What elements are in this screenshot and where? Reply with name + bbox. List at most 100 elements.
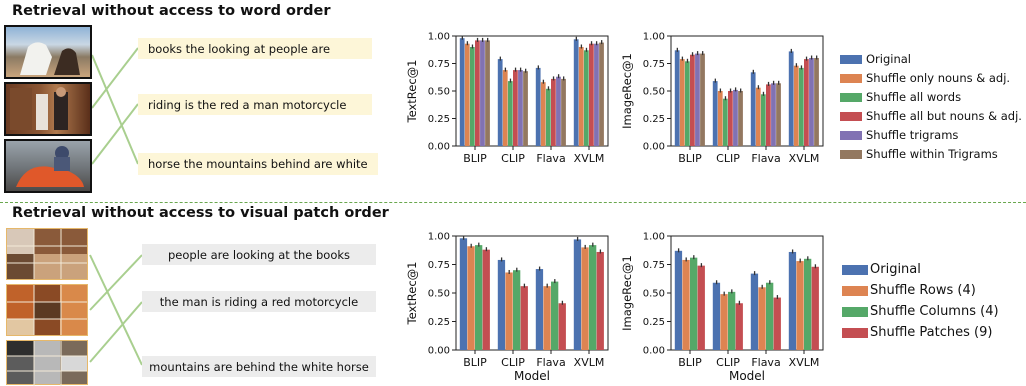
bar [766, 282, 774, 350]
x-tick-label: CLIP [716, 152, 740, 165]
link-line [89, 254, 143, 366]
bar [545, 88, 551, 146]
bar [561, 78, 566, 146]
bar [551, 281, 559, 350]
legend-item: Shuffle all but nouns & adj. [840, 107, 1022, 126]
bar [733, 89, 738, 146]
y-tick-label: 0.25 [428, 114, 450, 125]
x-tick-label: XVLM [574, 356, 605, 369]
caption-shuffled-2: riding is the red a man motorcycle [138, 94, 372, 115]
bar [798, 67, 804, 146]
legend-label: Shuffle Patches (9) [870, 325, 993, 340]
image-shuffled-man-motorcycle [6, 284, 88, 336]
y-tick-label: 0.00 [428, 346, 450, 357]
bar [695, 53, 700, 146]
bar [480, 40, 485, 146]
x-tick-label: CLIP [501, 152, 525, 165]
bar [766, 84, 771, 146]
bar [750, 72, 756, 146]
legend-swatch [840, 150, 862, 159]
legend-item: Shuffle Columns (4) [842, 301, 999, 322]
link-line [89, 254, 143, 311]
y-axis-label: ImageRec@1 [620, 53, 634, 129]
legend-patch-order: Original Shuffle Rows (4) Shuffle Columns … [842, 259, 999, 343]
legend-item: Shuffle trigrams [840, 126, 1022, 145]
legend-swatch [842, 327, 868, 338]
y-axis-label: ImageRec@1 [620, 255, 634, 331]
y-tick-label: 1.00 [643, 32, 665, 43]
caption-original-3: mountains are behind the white horse [142, 356, 376, 377]
y-tick-label: 0.50 [643, 87, 665, 98]
legend-label: Shuffle all but nouns & adj. [866, 109, 1022, 123]
bar [581, 247, 589, 350]
legend-item: Original [842, 259, 999, 280]
y-tick-label: 0.50 [643, 289, 665, 300]
caption-shuffled-1: books the looking at people are [138, 38, 372, 59]
legend-item: Shuffle Patches (9) [842, 322, 999, 343]
x-tick-label: XVLM [574, 152, 605, 165]
bar [469, 47, 475, 146]
x-axis-label: Model [729, 369, 765, 383]
x-tick-label: BLIP [463, 356, 487, 369]
legend-label: Shuffle trigrams [866, 128, 959, 142]
bar [722, 98, 728, 146]
chart-imagerec-word-order: 0.00 0.25 0.50 0.75 1.00 ImageRec@1 BLIP CLIP Fl… [620, 32, 824, 165]
bar [543, 286, 551, 350]
bar [679, 59, 685, 146]
bar [788, 251, 797, 350]
x-tick-label: Flava [751, 152, 780, 165]
legend-item: Original [840, 50, 1022, 69]
legend-item: Shuffle only nouns & adj. [840, 69, 1022, 88]
image-horses-mountains [4, 25, 92, 79]
x-tick-label: CLIP [716, 356, 740, 369]
bar [771, 83, 776, 146]
bar [578, 47, 584, 146]
y-tick-label: 0.75 [428, 59, 450, 70]
bar [684, 61, 690, 146]
bar [776, 83, 781, 146]
bar [728, 91, 733, 146]
x-tick-label: BLIP [463, 152, 487, 165]
bar [520, 286, 528, 350]
bar [475, 40, 480, 146]
y-tick-label: 0.75 [643, 59, 665, 70]
legend-label: Shuffle within Trigrams [866, 147, 998, 161]
bar [712, 282, 721, 350]
y-tick-label: 0.25 [428, 317, 450, 328]
legend-item: Shuffle within Trigrams [840, 145, 1022, 164]
y-tick-label: 0.50 [428, 87, 450, 98]
legend-swatch [840, 131, 862, 140]
x-axis-label: Model [514, 369, 550, 383]
bar [507, 81, 513, 146]
bar [804, 258, 812, 350]
bar [540, 82, 546, 146]
bar [535, 67, 541, 146]
bar [712, 81, 718, 146]
bar [755, 87, 761, 146]
x-tick-label: Flava [536, 152, 565, 165]
bar [485, 40, 490, 146]
y-tick-label: 1.00 [643, 232, 665, 243]
legend-label: Shuffle all words [866, 90, 962, 104]
legend-label: Shuffle only nouns & adj. [866, 71, 1011, 85]
x-tick-label: XVLM [789, 356, 820, 369]
y-tick-label: 0.00 [428, 142, 450, 153]
bar [594, 43, 599, 147]
chart-textrec-patch-order: 0.00 0.25 0.50 0.75 1.00 TextRec@1 BLIP CLIP Fla… [405, 232, 609, 383]
x-tick-label: BLIP [678, 152, 702, 165]
y-tick-label: 0.25 [643, 317, 665, 328]
legend-label: Original [866, 52, 912, 66]
bar [596, 251, 604, 350]
bar [583, 50, 589, 146]
bar [738, 91, 743, 146]
x-tick-label: BLIP [678, 356, 702, 369]
legend-swatch [840, 112, 862, 121]
bar [735, 303, 743, 350]
legend-swatch [840, 93, 862, 102]
legend-item: Shuffle all words [840, 88, 1022, 107]
bar [720, 294, 728, 350]
chart-imagerec-patch-order: 0.00 0.25 0.50 0.75 1.00 ImageRec@1 BLIP CLIP Fl… [620, 232, 824, 383]
bar [535, 269, 544, 350]
x-tick-label: XVLM [789, 152, 820, 165]
